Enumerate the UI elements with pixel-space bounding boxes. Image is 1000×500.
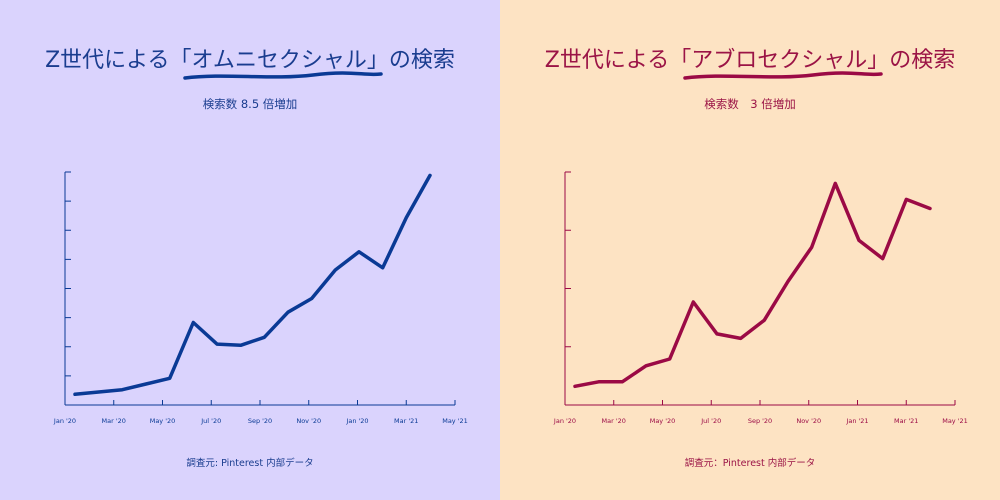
title-underline: [183, 71, 383, 80]
x-tick-label: Mar '20: [602, 417, 626, 425]
chart-title: Z世代による「アブロセクシャル」の検索: [544, 48, 956, 73]
x-tick-label: Mar '21: [894, 417, 918, 425]
x-tick-label: Nov '20: [296, 417, 321, 425]
series-line: [573, 181, 932, 389]
x-tick-label: Jul '20: [700, 417, 721, 425]
line-chart: Jan '20 Mar '20 May '20 Jul '20 Sep '20 Nov '…: [553, 171, 968, 425]
source-note: 調査元: Pinterest 内部データ: [186, 458, 314, 469]
x-tick-label: Jan '20: [53, 417, 76, 425]
chart-subtitle: 検索数 8.5 倍増加: [202, 97, 298, 111]
x-tick-label: Jan '20: [345, 417, 368, 425]
x-tick-label: May '21: [442, 417, 468, 425]
x-tick-label: May '21: [942, 417, 968, 425]
abrosexual-panel: Z世代による「アブロセクシャル」の検索 検索数 3 倍増加 Jan '20 Mar…: [500, 0, 1000, 500]
series-line: [73, 173, 432, 397]
title-underline: [683, 71, 883, 80]
x-tick-label: Jan '21: [845, 417, 868, 425]
x-tick-label: Jul '20: [200, 417, 221, 425]
x-tick-label: Sep '20: [748, 417, 772, 425]
x-tick-label: Sep '20: [248, 417, 272, 425]
chart-subtitle: 検索数 3 倍増加: [704, 97, 796, 111]
omnisexual-panel: Z世代による「オムニセクシャル」の検索 検索数 8.5 倍増加 Jan '20 M…: [0, 0, 500, 500]
line-chart: Jan '20 Mar '20 May '20 Jul '20 Sep '20 Nov '…: [53, 171, 468, 425]
x-tick-label: May '20: [650, 417, 676, 425]
source-note: 調査元：Pinterest 内部データ: [684, 458, 816, 469]
x-tick-label: Jan '20: [553, 417, 576, 425]
x-tick-label: Mar '21: [394, 417, 418, 425]
chart-title: Z世代による「オムニセクシャル」の検索: [45, 48, 455, 73]
x-tick-label: Mar '20: [102, 417, 126, 425]
x-tick-label: Nov '20: [796, 417, 821, 425]
x-tick-label: May '20: [150, 417, 176, 425]
